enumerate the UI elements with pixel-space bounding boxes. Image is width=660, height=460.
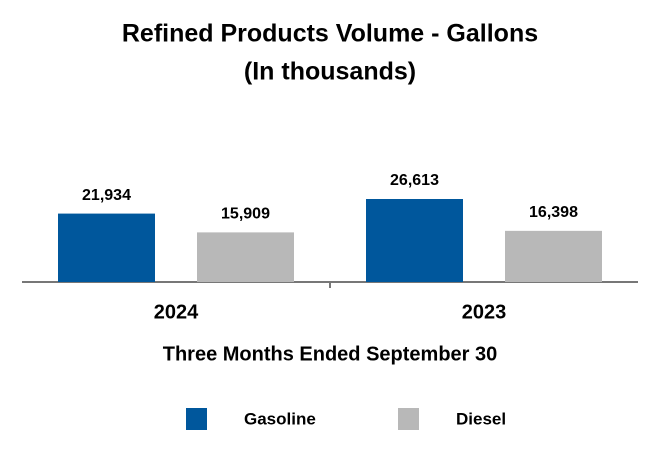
data-label: 16,398 [529, 204, 578, 221]
x-tick-label: 2024 [154, 301, 199, 323]
bar [197, 232, 294, 282]
bar [58, 213, 155, 282]
data-label: 15,909 [221, 206, 270, 223]
x-axis-title: Three Months Ended September 30 [163, 343, 498, 365]
legend-label: Diesel [456, 409, 506, 428]
bar [366, 199, 463, 282]
data-label: 21,934 [82, 187, 131, 204]
legend-swatch [398, 408, 419, 430]
legend-swatch [186, 408, 207, 430]
chart-title: Refined Products Volume - Gallons [122, 20, 538, 48]
legend-label: Gasoline [244, 409, 316, 428]
bar [505, 230, 602, 282]
chart-subtitle: (In thousands) [244, 58, 416, 86]
data-label: 26,613 [390, 172, 439, 189]
x-tick-label: 2023 [462, 301, 507, 323]
